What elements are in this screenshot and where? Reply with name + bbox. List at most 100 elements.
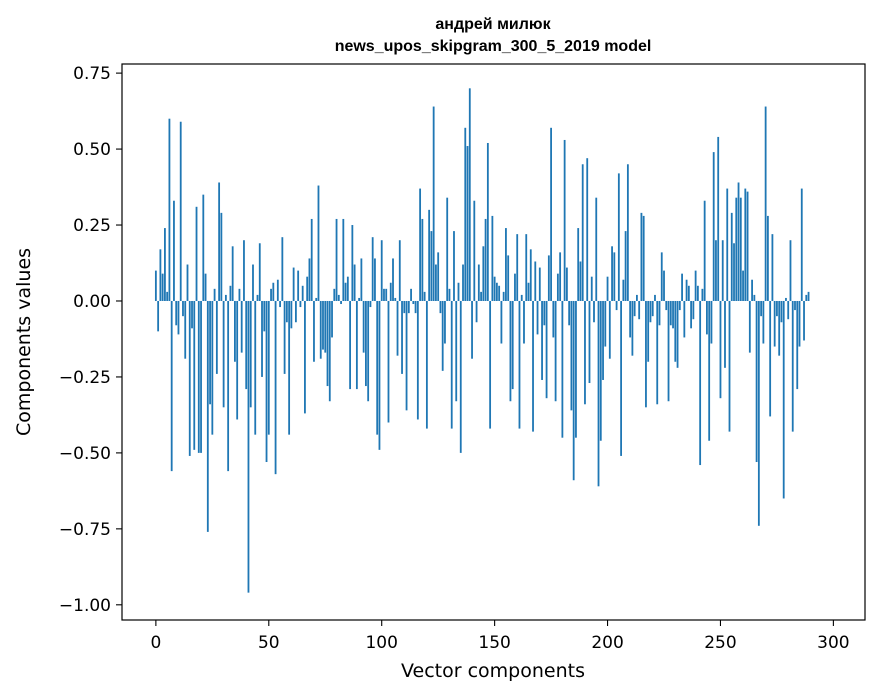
bar [724,300,726,368]
bar [315,297,318,301]
bar [342,218,345,301]
bar [243,240,245,301]
bar [371,237,374,301]
bar [593,300,595,323]
bar [310,218,313,301]
bar [762,300,765,344]
bar [333,288,336,301]
bar [719,300,722,399]
bar [606,276,609,301]
x-tick-label: 200 [591,633,623,653]
bar [279,300,281,308]
bar [737,182,740,301]
bar [642,215,645,301]
y-axis-label: Components values [13,248,35,436]
bar [346,276,349,301]
bar [744,188,747,301]
bar [577,228,580,301]
bar [796,300,799,390]
bar [672,300,674,329]
bar [640,212,643,301]
bar [611,246,613,301]
y-tick-label: −0.25 [59,368,111,388]
bar [687,285,690,301]
plot-frame [121,63,866,621]
bar [224,294,227,301]
bar [410,288,412,301]
bar [527,282,530,301]
bar [608,300,611,359]
bar [249,300,252,408]
bar [358,297,361,301]
y-axis-ticks: −1.00 −0.75 −0.50 −0.25 0.00 0.25 0.50 0.75 [59,64,122,616]
bar [516,234,519,301]
bar [200,300,202,453]
bar [247,300,250,593]
bar [489,300,492,429]
bar [654,294,656,301]
bar [317,185,320,301]
bar [441,300,444,371]
bar [620,300,622,456]
bar [473,200,476,301]
bar [193,300,196,450]
bar [674,300,677,362]
bar [159,249,162,301]
bar [597,300,600,487]
bar [396,300,399,356]
bar [541,300,543,380]
bar [439,300,442,314]
bar [398,240,401,301]
bar [236,300,239,420]
bar [685,279,688,301]
bar [466,146,469,301]
bar [423,291,426,301]
bar [365,300,367,387]
bar [258,243,261,301]
bar [629,300,632,338]
y-tick-label: 0.25 [73,216,111,236]
bar [294,300,297,323]
bar [477,264,480,301]
bar [780,300,783,323]
bar [270,288,272,301]
bar [383,288,385,301]
x-tick-label: 150 [478,633,510,653]
bar [568,300,571,326]
bar [367,300,370,402]
y-tick-label: 0.75 [73,64,111,84]
bar [166,291,169,301]
x-tick-label: 100 [365,633,397,653]
bar [308,258,311,301]
bar [667,300,670,402]
y-tick-label: −0.50 [59,444,111,464]
bar [509,300,512,402]
bar [769,300,772,417]
bar [206,300,209,532]
bar [717,136,720,301]
bar [579,261,582,301]
bar [263,300,266,332]
bar [520,294,523,301]
bar [748,300,751,353]
bar [444,300,446,344]
bar [405,300,408,411]
bar [493,276,496,301]
bar [475,300,478,323]
bar [665,300,668,311]
bar [464,127,467,301]
bar [157,300,160,332]
bar [283,300,286,374]
bar [696,285,699,301]
bar [690,300,693,329]
bar [238,288,241,301]
bar [265,300,268,463]
bar [218,182,221,301]
bar [480,291,482,301]
bar [355,300,358,390]
bar [403,300,406,314]
bar [435,264,437,301]
bar [254,300,257,435]
bar [175,300,178,326]
